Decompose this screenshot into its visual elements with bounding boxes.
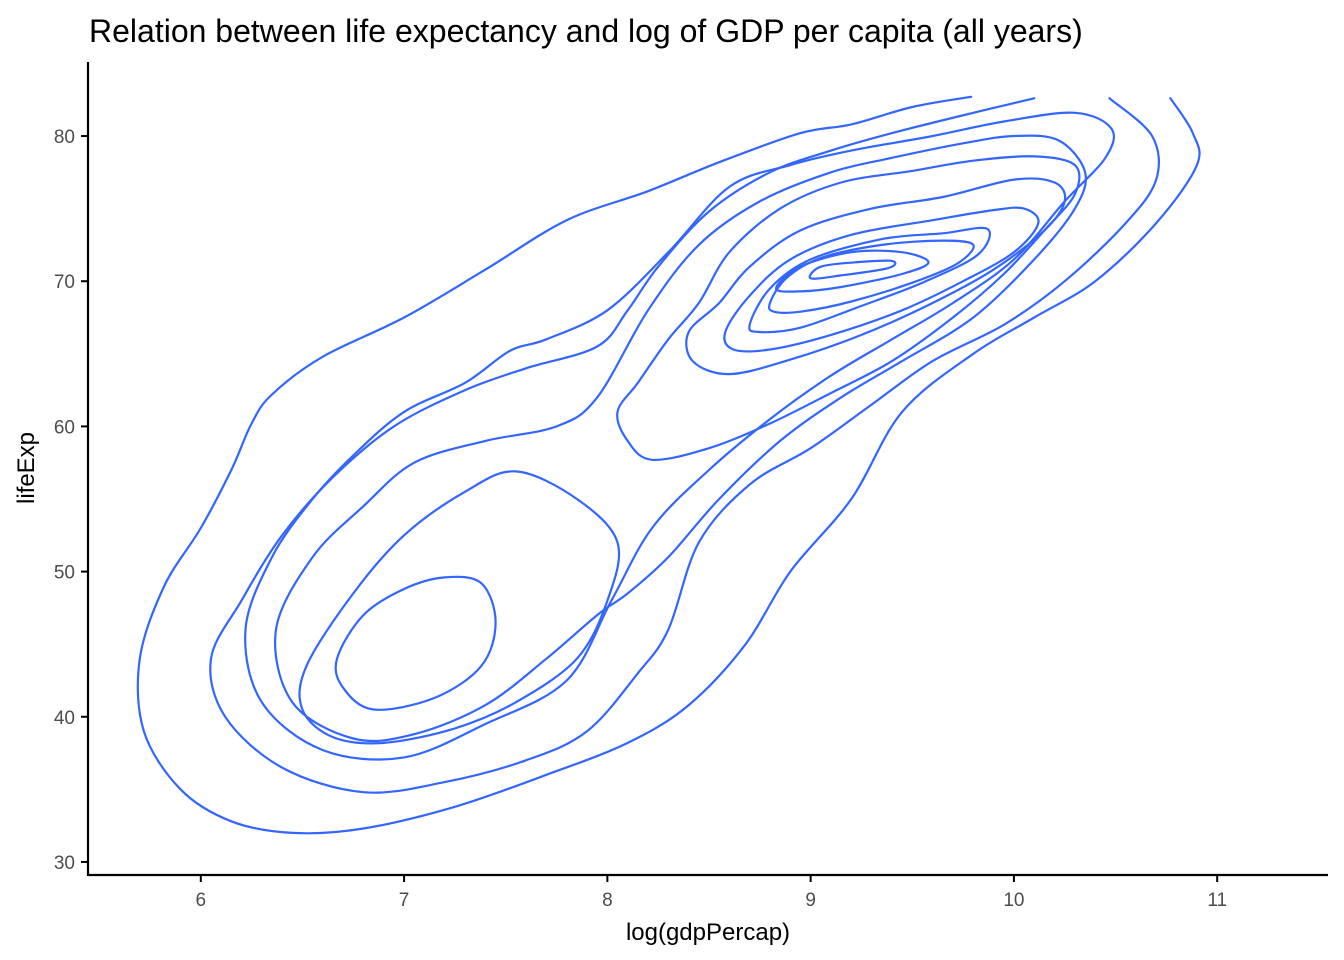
density-contour-line bbox=[334, 575, 497, 711]
x-tick-label: 7 bbox=[399, 890, 410, 911]
x-tick-label: 10 bbox=[1003, 890, 1024, 911]
density-contour-line bbox=[685, 177, 1067, 376]
y-axis-ticks: 30 40 50 60 70 80 bbox=[54, 127, 88, 874]
x-tick-label: 9 bbox=[805, 890, 816, 911]
x-tick-label: 8 bbox=[602, 890, 613, 911]
density-contour-line bbox=[298, 470, 621, 745]
x-axis-ticks: 6 7 8 9 10 11 bbox=[196, 875, 1227, 911]
y-tick-label: 30 bbox=[54, 853, 75, 874]
density-contour-line bbox=[136, 95, 1201, 835]
density-contour-line bbox=[748, 226, 991, 334]
y-tick-label: 40 bbox=[54, 708, 75, 729]
x-axis-title: log(gdpPercap) bbox=[626, 919, 790, 946]
density-contour-line bbox=[209, 97, 1160, 794]
chart-title: Relation between life expectancy and log… bbox=[89, 13, 1083, 49]
density-contour-line bbox=[808, 259, 897, 280]
density-contour-line bbox=[775, 249, 930, 293]
y-tick-label: 50 bbox=[54, 563, 75, 584]
density-contour-line bbox=[274, 134, 1087, 743]
density-contour-line bbox=[723, 206, 1040, 353]
y-tick-label: 70 bbox=[54, 272, 75, 293]
y-tick-label: 80 bbox=[54, 127, 75, 148]
y-axis-title: lifeExp bbox=[13, 432, 40, 504]
x-tick-label: 6 bbox=[196, 890, 207, 911]
plot-area: 6 7 8 9 10 11 30 40 50 60 70 80 bbox=[54, 62, 1328, 911]
y-tick-label: 60 bbox=[54, 417, 75, 438]
density-contours bbox=[136, 95, 1201, 835]
density-contour-line bbox=[244, 111, 1115, 761]
x-tick-label: 11 bbox=[1207, 890, 1227, 911]
density-contour-line bbox=[616, 155, 1081, 461]
